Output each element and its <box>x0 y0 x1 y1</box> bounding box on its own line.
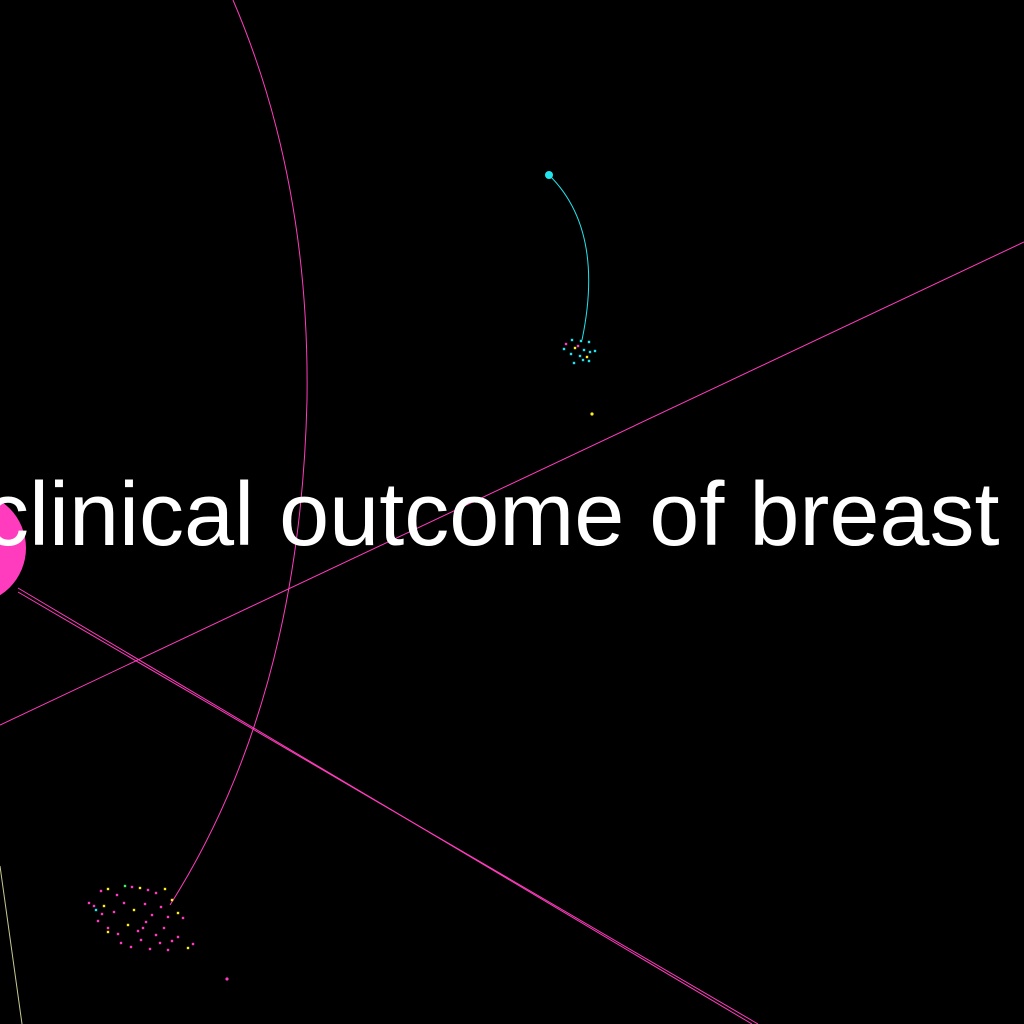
node-dot <box>136 929 140 933</box>
node-dot <box>106 930 110 934</box>
node-dot <box>581 358 585 362</box>
node-dot <box>186 946 190 950</box>
node-cyan-hub[interactable] <box>545 171 553 179</box>
node-dot <box>106 926 110 930</box>
node-dot <box>154 933 158 937</box>
node-dot <box>562 347 566 351</box>
edge-long-arc <box>169 0 308 906</box>
node-cluster-lower-left <box>87 884 195 952</box>
node-dot <box>588 350 592 354</box>
node-dot <box>154 891 158 895</box>
node-dot <box>148 947 152 951</box>
node-dot <box>158 941 162 945</box>
node-dot <box>129 945 133 949</box>
node-dot <box>100 912 104 916</box>
node-dot <box>176 935 180 939</box>
node-dot <box>181 916 185 920</box>
node-magenta-single[interactable] <box>225 977 229 981</box>
node-dot <box>593 349 597 353</box>
edge-cyan-arc <box>548 174 590 341</box>
node-label: clinical outcome of breast <box>0 465 1000 565</box>
node-dot <box>170 898 174 902</box>
node-dot <box>122 901 126 905</box>
node-dot <box>146 888 150 892</box>
node-dot <box>163 887 167 891</box>
node-dot <box>94 908 98 912</box>
node-dot <box>191 942 195 946</box>
node-magenta-large[interactable] <box>0 492 26 604</box>
node-dot <box>569 352 573 356</box>
node-dot <box>176 911 180 915</box>
node-dot <box>138 886 142 890</box>
node-dot <box>132 908 136 912</box>
node-dot <box>143 902 147 906</box>
node-dot <box>166 915 170 919</box>
node-dot <box>126 923 130 927</box>
node-dot <box>170 939 174 943</box>
node-dot <box>96 919 100 923</box>
node-dot <box>99 889 103 893</box>
node-dot <box>116 932 120 936</box>
node-dot <box>573 346 577 350</box>
node-dot <box>87 901 91 905</box>
node-dot <box>162 926 166 930</box>
node-dot <box>119 941 123 945</box>
node-dot <box>578 354 582 358</box>
node-dot <box>92 904 96 908</box>
node-dot <box>123 884 127 888</box>
node-dot <box>572 361 576 365</box>
node-dot <box>582 348 586 352</box>
node-dot <box>139 938 143 942</box>
node-dot <box>106 887 110 891</box>
node-dot <box>579 339 583 343</box>
node-dot <box>102 904 106 908</box>
node-dot <box>570 338 574 342</box>
edge-diagonal-up <box>0 241 1024 726</box>
node-dot <box>576 344 580 348</box>
edge-olive <box>0 865 23 1024</box>
node-dot <box>587 359 591 363</box>
node-dot <box>166 948 170 952</box>
edge-diagonal-down-2 <box>17 587 753 1024</box>
node-dot <box>144 920 148 924</box>
node-dot <box>130 885 134 889</box>
node-cluster-cyan <box>562 338 597 365</box>
node-dot <box>112 910 116 914</box>
node-dot <box>585 355 589 359</box>
node-dot <box>587 340 591 344</box>
node-dot <box>141 926 145 930</box>
node-dot <box>159 905 163 909</box>
node-dot <box>115 893 119 897</box>
node-dot <box>150 913 154 917</box>
node-dot <box>564 342 568 346</box>
node-yellow-single[interactable] <box>590 412 594 416</box>
